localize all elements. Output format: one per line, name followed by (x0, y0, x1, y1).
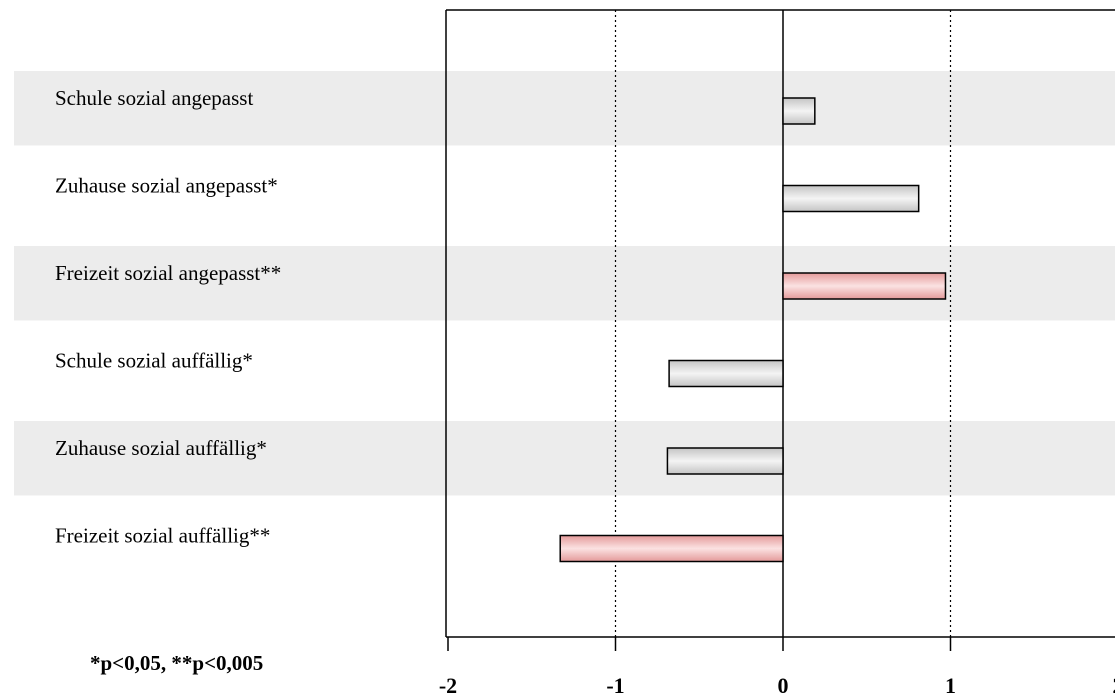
bars (559, 97, 947, 563)
x-tick-label: 0 (778, 673, 789, 698)
bar-5 (666, 447, 784, 475)
category-label-1: Schule sozial angepasst (55, 86, 253, 110)
category-label-4: Schule sozial auffällig* (55, 349, 253, 373)
significance-footnote: *p<0,05, **p<0,005 (90, 651, 263, 675)
category-labels: Schule sozial angepasst Zuhause sozial an… (55, 86, 281, 548)
x-tick-label: -1 (606, 673, 624, 698)
row-band (14, 71, 1115, 146)
row-band (14, 421, 1115, 496)
category-label-2: Zuhause sozial angepasst* (55, 174, 278, 198)
category-label-5: Zuhause sozial auffällig* (55, 436, 267, 460)
x-tick-label: 2 (1113, 673, 1115, 698)
x-tick-label: -2 (439, 673, 457, 698)
bar-3 (782, 272, 947, 300)
x-axis: -2 -1 0 1 2 (439, 637, 1115, 698)
x-tick-label: 1 (945, 673, 956, 698)
bar-4 (668, 359, 784, 388)
bar-2 (782, 184, 920, 213)
category-label-3: Freizeit sozial angepasst** (55, 261, 281, 285)
bar-1 (782, 97, 816, 125)
bar-6 (559, 534, 784, 563)
category-label-6: Freizeit sozial auffällig** (55, 524, 270, 548)
